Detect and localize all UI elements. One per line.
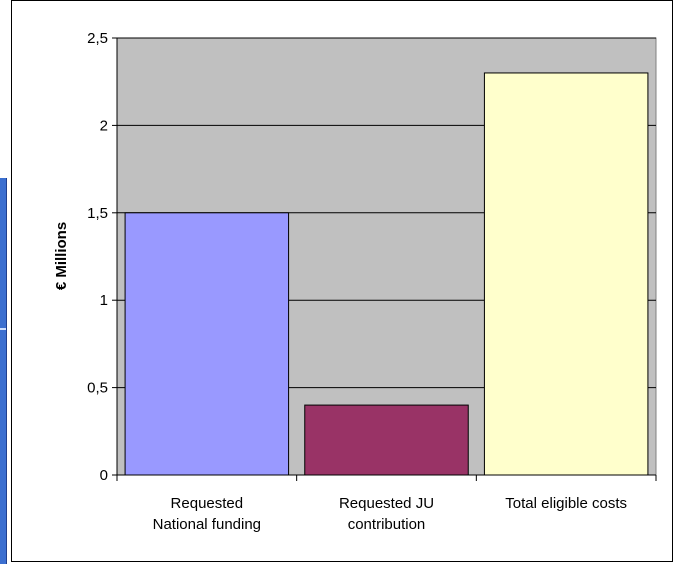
bars — [124, 72, 649, 476]
category-label: Requested — [171, 495, 244, 512]
bar — [483, 72, 649, 476]
category-label: National funding — [153, 516, 261, 533]
axes — [112, 37, 657, 481]
bar — [124, 212, 290, 476]
bar — [304, 404, 469, 476]
y-tick-label: 1,5 — [87, 205, 108, 222]
side-panel-decoration — [0, 178, 7, 564]
y-axis-title: € Millions — [53, 222, 70, 290]
y-tick-label: 0 — [100, 467, 108, 484]
category-label: Requested JU — [339, 495, 434, 512]
category-label: contribution — [348, 516, 426, 533]
y-tick-labels: 0 0,5 1 1,5 2 2,5 — [87, 30, 108, 484]
y-tick-label: 2,5 — [87, 30, 108, 47]
category-label: Total eligible costs — [505, 495, 627, 512]
y-tick-label: 0,5 — [87, 380, 108, 397]
y-tick-label: 2 — [100, 117, 108, 134]
category-labels: Requested National funding Requested JU con… — [153, 495, 627, 533]
y-tick-label: 1 — [100, 292, 108, 309]
